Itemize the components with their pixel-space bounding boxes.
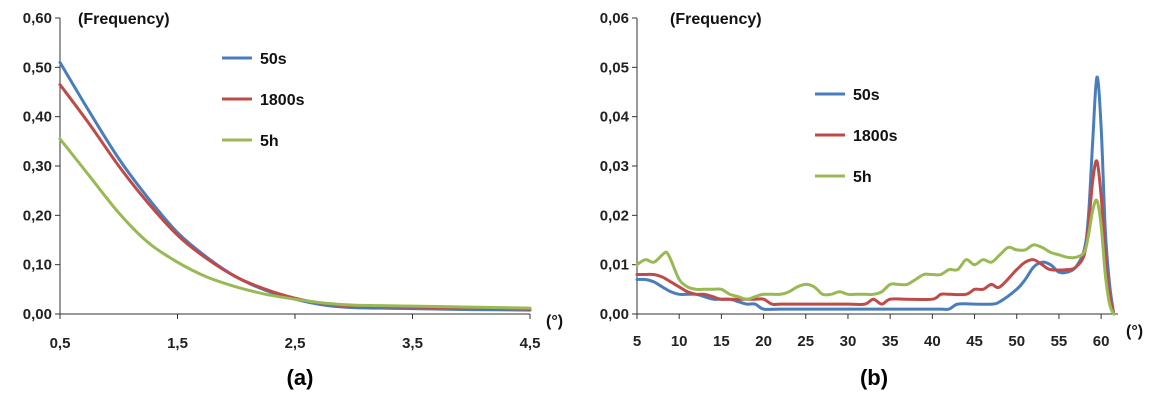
x-tick-label-b: 10 [671, 333, 688, 350]
series-line-a-5h [58, 137, 532, 310]
series-line-a-1800s [58, 83, 532, 311]
x-tick-label-b: 50 [1008, 333, 1025, 350]
panel-label-b: (b) [860, 365, 888, 390]
legend-label-b-1800s: 1800s [853, 128, 898, 145]
x-tick-label-a: 1,5 [167, 335, 188, 352]
x-tick-label-b: 15 [713, 333, 730, 350]
legend-label-b-50s: 50s [853, 87, 880, 104]
x-tick-label-b: 5 [633, 333, 641, 350]
series-line-b-50s [635, 75, 1116, 316]
y-tick-label-b: 0,03 [600, 158, 629, 175]
y-tick-label-a: 0,10 [23, 257, 52, 274]
y-tick-label-a: 0,60 [23, 10, 52, 27]
x-tick-label-b: 30 [840, 333, 857, 350]
y-tick-label-b: 0,00 [600, 306, 629, 323]
x-tick-label-a: 3,5 [402, 335, 423, 352]
x-tick-label-b: 45 [966, 333, 983, 350]
y-tick-label-a: 0,40 [23, 109, 52, 126]
y-tick-label-a: 0,30 [23, 158, 52, 175]
x-tick-label-b: 40 [924, 333, 941, 350]
x-tick-label-b: 35 [882, 333, 899, 350]
y-axis-label-a: (Frequency) [78, 11, 170, 28]
chart-panel-b: (Frequency) (°) (b) 0,00 0,01 0,02 0,03 0,04… [600, 10, 1143, 390]
x-tick-label-b: 55 [1051, 333, 1068, 350]
x-tick-label-a: 2,5 [285, 335, 306, 352]
series-line-b-1800s [635, 159, 1116, 316]
legend-label-b-5h: 5h [853, 169, 872, 186]
legend-label-a-5h: 5h [260, 133, 279, 150]
series-line-b-5h [635, 198, 1116, 316]
x-tick-label-b: 20 [755, 333, 772, 350]
y-tick-label-a: 0,00 [23, 306, 52, 323]
y-tick-label-b: 0,02 [600, 207, 629, 224]
x-tick-label-a: 4,5 [520, 335, 541, 352]
y-axis-label-b: (Frequency) [670, 11, 762, 28]
y-tick-label-b: 0,01 [600, 257, 629, 274]
y-tick-label-b: 0,04 [600, 109, 630, 126]
x-tick-label-b: 25 [797, 333, 814, 350]
x-axis-unit-b: (°) [1126, 323, 1143, 340]
y-tick-label-b: 0,06 [600, 10, 629, 27]
x-tick-label-a: 0,5 [50, 335, 71, 352]
legend-label-a-1800s: 1800s [260, 92, 305, 109]
y-tick-label-a: 0,50 [23, 59, 52, 76]
x-tick-label-b: 60 [1093, 333, 1110, 350]
chart-panel-a: (Frequency) (°) (a) 0,00 0,10 0,20 0,30 0,40… [23, 10, 563, 390]
y-tick-label-b: 0,05 [600, 59, 629, 76]
legend-label-a-50s: 50s [260, 51, 287, 68]
panel-label-a: (a) [287, 365, 314, 390]
y-tick-label-a: 0,20 [23, 207, 52, 224]
x-axis-unit-a: (°) [546, 313, 563, 330]
